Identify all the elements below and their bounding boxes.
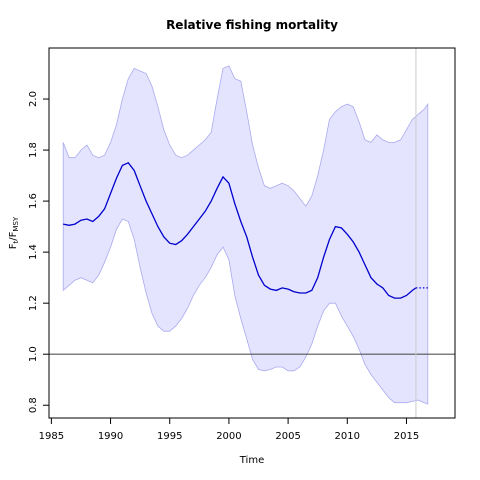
- y-axis: 0.8 1.0 1.2 1.4 1.6 1.8 2.0: [28, 91, 49, 413]
- chart-title: Relative fishing mortality: [166, 18, 338, 32]
- y-tick-label: 1.4: [28, 244, 39, 260]
- x-tick-label: 1985: [39, 431, 64, 442]
- y-tick-label: 0.8: [28, 397, 39, 413]
- y-tick-label: 2.0: [28, 91, 39, 107]
- x-axis-title: Time: [239, 455, 264, 466]
- y-axis-title-f: F: [8, 243, 19, 249]
- x-axis: 1985 1990 1995 2000 2005 2010 2015: [39, 418, 419, 442]
- y-tick-label: 1.6: [28, 193, 39, 209]
- y-axis-title: Ft/FMSY: [8, 216, 20, 249]
- y-axis-title-sub-t: t: [12, 240, 20, 243]
- plot-area: [49, 48, 455, 418]
- y-tick-label: 1.2: [28, 295, 39, 311]
- plot-frame: [48, 47, 456, 419]
- x-tick-label: 1990: [98, 431, 123, 442]
- x-tick-label: 2015: [394, 431, 419, 442]
- x-tick-label: 1995: [157, 431, 182, 442]
- y-axis-title-sub-msy: MSY: [12, 216, 20, 231]
- x-tick-label: 2000: [216, 431, 241, 442]
- y-tick-label: 1.0: [28, 346, 39, 362]
- y-axis-title-slash: /F: [8, 231, 19, 240]
- y-tick-label: 1.8: [28, 142, 39, 158]
- x-tick-label: 2005: [275, 431, 300, 442]
- estimate-line: [63, 161, 417, 299]
- x-tick-label: 2010: [335, 431, 360, 442]
